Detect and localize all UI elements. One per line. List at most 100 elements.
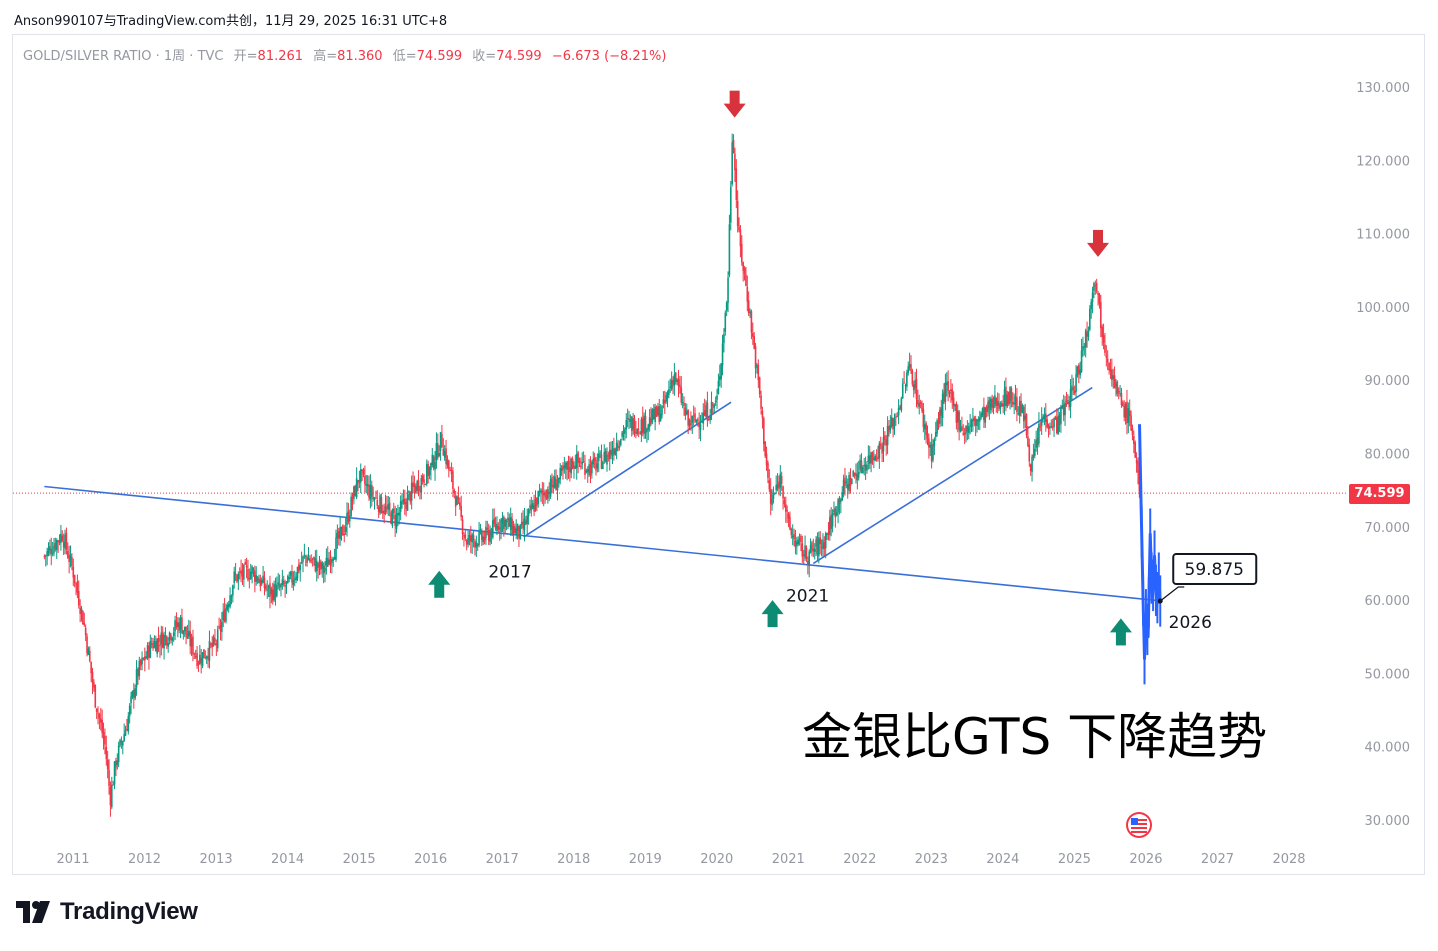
candle-body — [1051, 426, 1054, 428]
candle-body — [434, 462, 436, 470]
candle-body — [203, 649, 205, 658]
candle-body — [889, 425, 892, 431]
candle-body — [1017, 413, 1020, 415]
candle-body — [62, 541, 65, 548]
candle-body — [819, 537, 822, 545]
candle-body — [1091, 292, 1094, 303]
candle-body — [445, 448, 447, 464]
candle-body — [747, 300, 750, 313]
x-tick-label: 2013 — [200, 852, 233, 867]
x-tick-label: 2012 — [128, 852, 161, 867]
candle-body — [1007, 391, 1010, 405]
candle-body — [728, 224, 731, 275]
candle-body — [1000, 402, 1003, 407]
candle-body — [331, 559, 333, 563]
candle-body — [133, 690, 135, 698]
candle-body — [366, 484, 369, 487]
candle-body — [903, 382, 905, 384]
candle-body — [346, 513, 348, 526]
candle-body — [1116, 381, 1119, 394]
x-tick-label: 2027 — [1201, 852, 1234, 867]
candle-body — [102, 731, 105, 739]
legend-symbol[interactable]: GOLD/SILVER RATIO · 1周 · TVC — [23, 49, 224, 64]
candle-body — [1064, 402, 1066, 416]
candle-body — [804, 545, 806, 558]
candle-body — [1112, 375, 1115, 379]
candle-body — [563, 465, 566, 469]
candle-body — [893, 418, 896, 427]
candle-body — [127, 716, 130, 732]
candle-body — [197, 663, 200, 665]
candle-body — [247, 569, 249, 581]
candle-body — [86, 636, 88, 653]
candle-body — [357, 479, 359, 484]
candle-body — [375, 497, 377, 499]
candle-body — [65, 532, 68, 550]
callout-value: 59.875 — [1185, 560, 1244, 580]
arrow-down-icon — [723, 90, 746, 118]
candle-body — [919, 402, 922, 404]
candle-body — [189, 631, 191, 647]
candle-body — [119, 739, 121, 746]
candle-body — [555, 479, 557, 491]
candle-body — [178, 622, 180, 631]
candle-body — [983, 406, 985, 421]
candle-body — [83, 622, 86, 626]
candle-body — [536, 497, 538, 506]
candle-body — [758, 377, 761, 395]
legend-low: 74.599 — [416, 49, 463, 64]
candle-body — [492, 520, 494, 538]
candle-body — [626, 417, 629, 419]
annotation-label: 2021 — [786, 587, 829, 607]
candle-body — [210, 643, 212, 645]
candle-body — [807, 560, 809, 564]
candle-body — [637, 429, 640, 431]
candle-body — [51, 553, 54, 555]
candle-body — [529, 506, 531, 508]
candle-body — [292, 580, 295, 585]
candle-body — [534, 499, 537, 511]
candle-body — [1028, 444, 1031, 462]
candle-body — [824, 533, 827, 549]
us-flag-icon[interactable] — [1126, 812, 1152, 838]
candle-body — [457, 497, 460, 500]
candle-body — [841, 492, 844, 501]
candle-body — [131, 691, 134, 697]
candle-body — [376, 500, 379, 506]
candle-body — [615, 442, 618, 451]
candle-body — [368, 484, 370, 498]
chart-frame[interactable] — [12, 34, 1425, 875]
candle-body — [112, 784, 114, 786]
candle-body — [820, 546, 823, 548]
candle-body — [778, 481, 780, 489]
arrow-up-icon — [761, 600, 784, 628]
candle-body — [479, 529, 482, 531]
candle-body — [954, 404, 956, 407]
candle-body — [463, 535, 465, 537]
candle-body — [923, 424, 926, 430]
candle-body — [588, 464, 590, 475]
candle-body — [582, 461, 585, 463]
candle-body — [1047, 425, 1050, 430]
candle-body — [701, 421, 703, 423]
legend-open: 81.261 — [257, 49, 304, 64]
legend-high: 81.360 — [337, 49, 383, 64]
candle-body — [619, 439, 622, 446]
candle-body — [248, 578, 251, 580]
attribution-text: Anson990107与TradingView.com共创，11月 29, 20… — [14, 14, 448, 29]
candle-body — [796, 541, 798, 546]
candle-body — [790, 528, 793, 536]
candle-body — [139, 660, 142, 666]
candle-body — [955, 403, 958, 423]
candle-body — [392, 508, 395, 514]
candle-body — [537, 491, 540, 505]
candle-body — [673, 374, 676, 386]
candle-body — [403, 498, 406, 505]
candle-body — [764, 441, 766, 457]
candle-body — [1018, 401, 1021, 416]
candle-body — [599, 452, 601, 454]
candle-body — [822, 539, 824, 549]
tradingview-logo[interactable]: TradingView — [16, 898, 198, 926]
candle-body — [423, 479, 425, 483]
